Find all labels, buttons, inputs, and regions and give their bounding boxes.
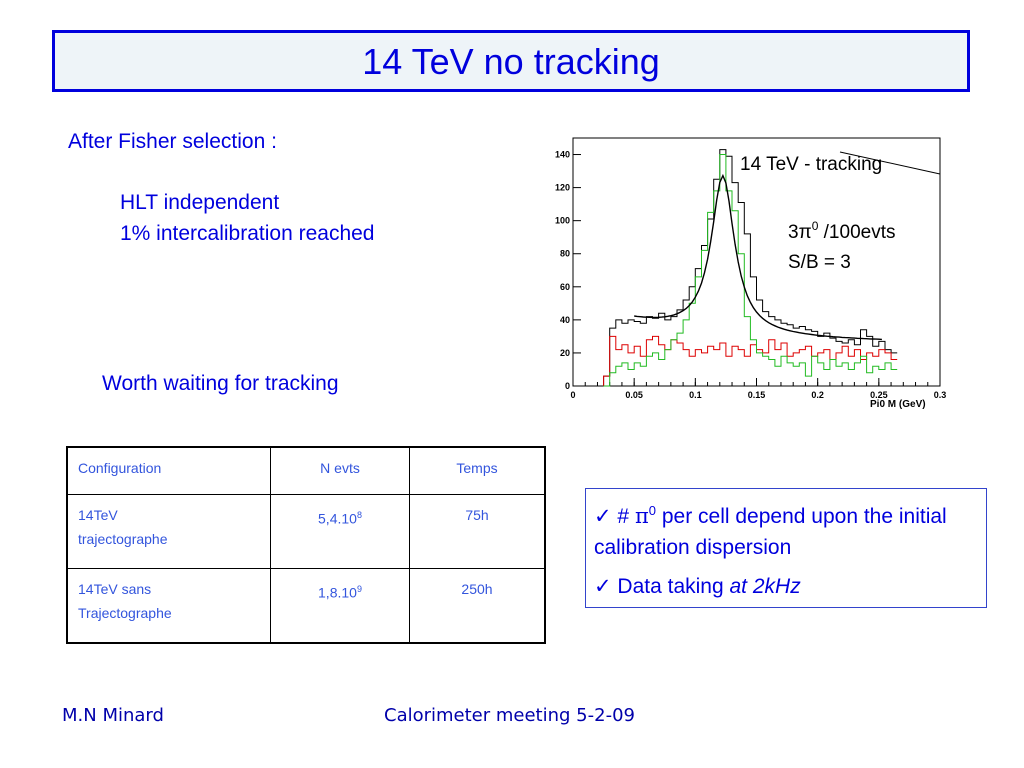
- tracking-strike-line: [839, 151, 941, 175]
- worth-waiting-text: Worth waiting for tracking: [102, 372, 339, 395]
- x-tick-label: 0.25: [870, 390, 888, 400]
- annotation-rate-tail: /100evts: [818, 222, 895, 243]
- title-box: 14 TeV no tracking: [52, 30, 970, 92]
- temps-cell: 250h: [409, 567, 546, 644]
- config-cell: 14TeV sans Trajectographe: [66, 567, 271, 644]
- nevts-cell: 1,8.109: [270, 567, 410, 644]
- annotation-rate-exp: 0: [812, 219, 819, 233]
- fit-curve: [634, 173, 882, 341]
- footer-author: M.N Minard: [62, 705, 164, 726]
- header-n-evts: N evts: [270, 446, 410, 495]
- y-tick-label: 0: [565, 381, 570, 391]
- note-item-pi0-per-cell: ✓ # π0 per cell depend upon the initial …: [594, 495, 978, 563]
- histogram-series-1: [603, 335, 898, 386]
- x-axis-label: Pi0 M (GeV): [870, 399, 926, 410]
- intro-text: After Fisher selection :: [68, 130, 277, 153]
- histogram-series-2: [603, 154, 898, 387]
- annotation-pi0-rate: 3π0 /100evts: [788, 219, 895, 243]
- nevts-base: 1,8.10: [318, 584, 357, 601]
- table-header-row: Configuration N evts Temps: [66, 446, 546, 495]
- y-tick-label: 80: [560, 249, 570, 259]
- note1-text: per cell depend upon the initial calibra…: [594, 505, 947, 559]
- annotation-rate-symbol: π: [799, 222, 812, 243]
- nevts-cell: 5,4.108: [270, 494, 410, 569]
- configuration-table: Configuration N evts Temps 14TeV traject…: [66, 446, 546, 644]
- annotation-rate-base: 3: [788, 222, 799, 243]
- note1-exp: 0: [648, 503, 656, 518]
- y-tick-label: 60: [560, 282, 570, 292]
- note1-prefix: ✓ #: [594, 505, 635, 528]
- nevts-exp: 8: [356, 510, 362, 520]
- config-line1: 14TeV sans: [78, 580, 152, 597]
- table-row: 14TeV trajectographe 5,4.108 75h: [66, 494, 546, 569]
- config-line2: Trajectographe: [78, 604, 172, 621]
- slide-title: 14 TeV no tracking: [362, 41, 660, 82]
- plot-series: [603, 149, 898, 387]
- header-configuration: Configuration: [66, 446, 271, 495]
- y-tick-label: 20: [560, 348, 570, 358]
- table-row: 14TeV sans Trajectographe 1,8.109 250h: [66, 567, 546, 644]
- note2-prefix: ✓ Data taking: [594, 575, 730, 598]
- temps-cell: 75h: [409, 494, 546, 569]
- y-tick-label: 100: [555, 216, 570, 226]
- histogram-series-0: [603, 149, 898, 386]
- y-tick-label: 40: [560, 315, 570, 325]
- plot-ticks: 0 0.05 0.1 0.15 0.2 0.25 0.3 0 20 40 60 80 100 120 140: [555, 150, 946, 400]
- x-tick-label: 0: [570, 390, 575, 400]
- header-temps: Temps: [409, 446, 546, 495]
- x-tick-label: 0.15: [748, 390, 766, 400]
- y-tick-label: 140: [555, 150, 570, 160]
- nevts-exp: 9: [356, 583, 362, 594]
- hlt-independent-text: HLT independent: [120, 191, 280, 214]
- x-tick-label: 0.1: [689, 390, 702, 400]
- note1-pi-symbol: π: [634, 504, 649, 528]
- note-item-data-taking: ✓ Data taking at 2kHz: [594, 571, 978, 602]
- pi0-mass-histogram: 0 0.05 0.1 0.15 0.2 0.25 0.3 0 20 40 60 80 100 120 140…: [555, 137, 946, 410]
- annotation-tracking-label: 14 TeV - tracking: [740, 154, 882, 175]
- x-tick-label: 0.3: [934, 390, 947, 400]
- note2-italic: at 2kHz: [729, 575, 801, 598]
- intercalibration-text: 1% intercalibration reached: [120, 222, 375, 245]
- annotation-signal-background: S/B = 3: [788, 252, 851, 273]
- config-line2: trajectographe: [78, 531, 168, 547]
- notes-box: ✓ # π0 per cell depend upon the initial …: [585, 488, 987, 608]
- config-cell: 14TeV trajectographe: [66, 494, 271, 569]
- config-line1: 14TeV: [78, 507, 118, 523]
- x-tick-label: 0.05: [625, 390, 643, 400]
- y-tick-label: 120: [555, 183, 570, 193]
- footer-meeting: Calorimeter meeting 5-2-09: [384, 705, 635, 726]
- nevts-base: 5,4.10: [318, 510, 357, 527]
- x-tick-label: 0.2: [811, 390, 824, 400]
